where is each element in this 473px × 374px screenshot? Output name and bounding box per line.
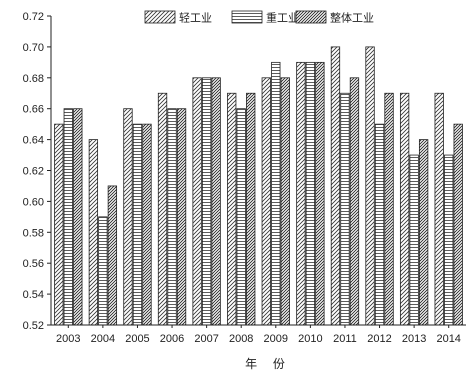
x-tick-label: 2004: [91, 333, 115, 345]
bar-2005-重工业: [132, 123, 143, 326]
legend-label-轻工业: 轻工业: [179, 11, 212, 25]
legend-swatch-整体工业: [295, 10, 327, 24]
bar-2004-轻工业: [88, 139, 99, 326]
bar-2010-轻工业: [296, 61, 306, 326]
bar-2006-重工业: [167, 108, 177, 326]
x-tick-label: 2007: [194, 333, 218, 345]
bar-2008-整体工业: [246, 92, 256, 326]
bars: [54, 46, 463, 326]
x-tick-label: 2006: [160, 333, 184, 345]
y-tick-label: 0.66: [23, 104, 44, 116]
legend-swatch-轻工业: [144, 10, 176, 24]
bar-2013-轻工业: [399, 92, 410, 326]
x-axis-title: 年 份: [245, 357, 291, 371]
bar-2003-重工业: [63, 108, 73, 326]
x-tick-label: 2013: [402, 333, 426, 345]
y-tick-label: 0.68: [23, 73, 44, 85]
x-tick-label: 2014: [436, 333, 460, 345]
y-tick-label: 0.60: [23, 196, 44, 208]
legend-swatch-重工业: [231, 10, 263, 24]
bar-2005-轻工业: [123, 108, 133, 326]
bar-2011-重工业: [340, 92, 350, 326]
bar-2003-轻工业: [54, 123, 64, 326]
legend: 轻工业 重工业 整体工业: [144, 10, 374, 25]
x-tick-label: 2012: [367, 333, 391, 345]
bar-2007-整体工业: [211, 77, 221, 326]
y-tick-label: 0.62: [23, 166, 44, 178]
y-tick-label: 0.72: [23, 11, 44, 23]
y-tick-label: 0.56: [23, 258, 44, 270]
bar-2013-重工业: [409, 154, 419, 326]
bar-2007-重工业: [201, 77, 212, 326]
bar-2008-重工业: [236, 108, 246, 326]
bar-2010-重工业: [305, 61, 316, 326]
legend-label-整体工业: 整体工业: [330, 11, 374, 25]
bar-2012-重工业: [374, 123, 385, 326]
y-tick-label: 0.52: [23, 320, 44, 332]
x-tick-label: 2008: [229, 333, 253, 345]
x-tick-label: 2010: [298, 333, 322, 345]
y-tick-labels: 0.52 0.54 0.56 0.58 0.60 0.62 0.64 0.66 0.68 0.70…: [23, 11, 44, 332]
x-tick-labels: 2003 2004 2005 2006 2007 2008 2009 2010 2011 2012…: [56, 333, 461, 345]
y-tick-label: 0.70: [23, 42, 44, 54]
bar-2014-整体工业: [453, 123, 463, 326]
bar-2010-整体工业: [315, 61, 325, 326]
bar-2004-整体工业: [107, 185, 118, 326]
bar-2003-整体工业: [73, 108, 83, 326]
axes: [47, 15, 466, 328]
bar-2009-整体工业: [280, 77, 290, 326]
bar-2008-轻工业: [227, 92, 237, 326]
bar-2005-整体工业: [142, 123, 152, 326]
bar-2011-整体工业: [349, 77, 360, 326]
bar-2007-轻工业: [192, 77, 202, 326]
bar-2009-轻工业: [261, 77, 271, 326]
bar-2013-整体工业: [418, 139, 429, 326]
x-tick-label: 2011: [333, 333, 357, 345]
y-tick-label: 0.64: [23, 135, 44, 147]
x-tick-label: 2005: [125, 333, 149, 345]
bar-2006-整体工业: [176, 108, 187, 326]
bar-2004-重工业: [98, 216, 108, 326]
bar-2006-轻工业: [157, 92, 168, 326]
bar-2012-整体工业: [384, 92, 394, 326]
bar-2014-重工业: [444, 154, 454, 326]
bar-2009-重工业: [271, 61, 281, 326]
x-tick-label: 2009: [264, 333, 288, 345]
x-tick-label: 2003: [56, 333, 80, 345]
bar-2014-轻工业: [434, 92, 444, 326]
bar-2011-轻工业: [330, 46, 341, 326]
legend-label-重工业: 重工业: [266, 11, 299, 25]
y-tick-label: 0.54: [23, 289, 44, 301]
y-tick-label: 0.58: [23, 227, 44, 239]
bar-2012-轻工业: [365, 46, 375, 326]
